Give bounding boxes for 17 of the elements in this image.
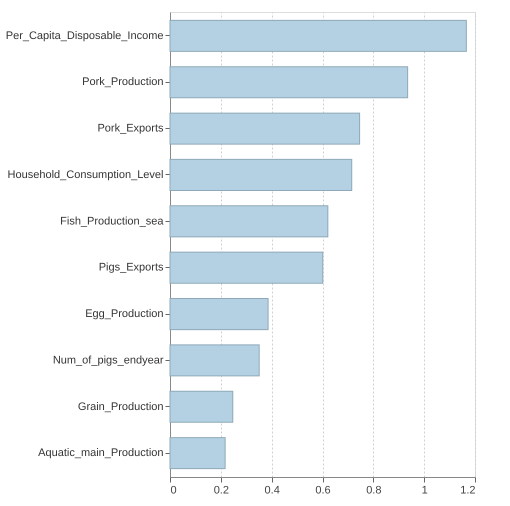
y-tick-label: Num_of_pigs_endyear bbox=[52, 354, 164, 366]
x-tick-label: 1 bbox=[422, 484, 428, 496]
y-tick-label: Pork_Production bbox=[82, 76, 164, 88]
x-tick-label: 1.2 bbox=[460, 484, 476, 496]
x-tick-label: 0.6 bbox=[315, 484, 331, 496]
y-tick-label: Household_Consumption_Level bbox=[8, 168, 164, 181]
y-tick-label: Egg_Production bbox=[85, 308, 164, 320]
x-tick-label: 0 bbox=[170, 484, 177, 496]
y-tick-label: Aquatic_main_Production bbox=[38, 447, 164, 460]
x-tick-label: 0.8 bbox=[366, 484, 382, 496]
y-tick-label: Per_Capita_Disposable_Income bbox=[6, 30, 164, 42]
y-tick-label: Pigs_Exports bbox=[98, 262, 164, 274]
y-tick-label: Fish_Production_sea bbox=[60, 215, 164, 228]
x-tick-label: 0.2 bbox=[214, 484, 229, 496]
x-tick-label: 0.4 bbox=[264, 484, 280, 496]
y-tick-label: Pork_Exports bbox=[97, 122, 164, 135]
y-tick-label: Grain_Production bbox=[78, 400, 164, 413]
